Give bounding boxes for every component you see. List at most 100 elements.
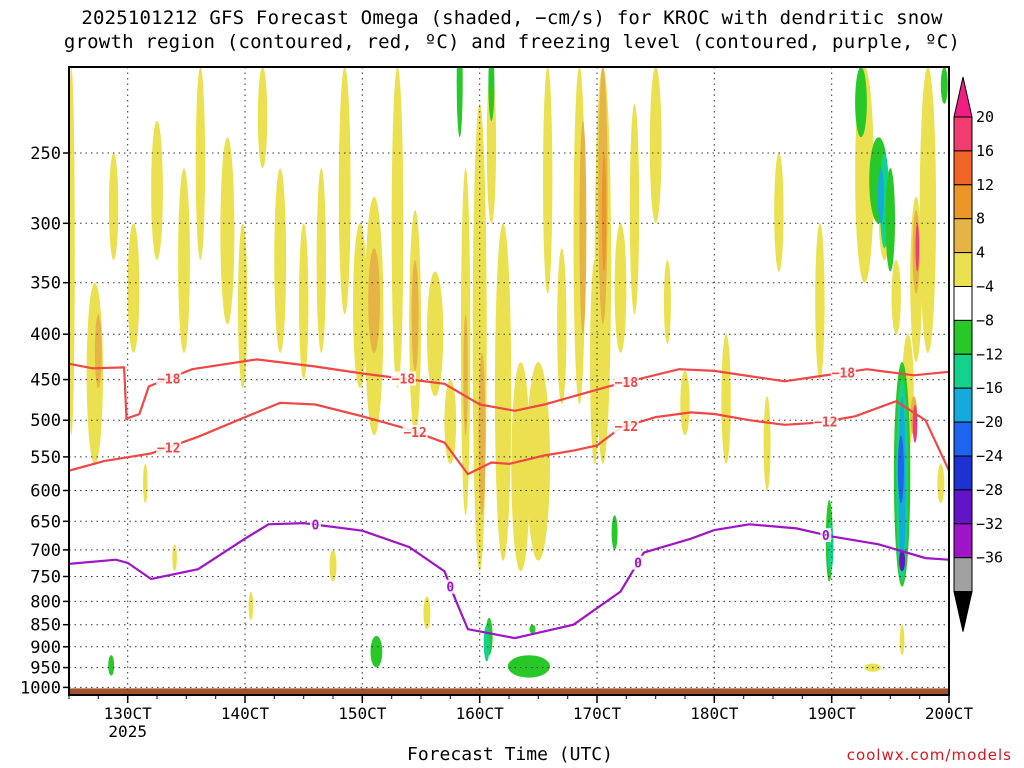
contour-label: −18 [157, 373, 181, 388]
omega-cell [220, 137, 235, 325]
omega-cell [774, 153, 784, 272]
omega-cell-negative [940, 67, 948, 104]
omega-cell-negative [611, 515, 618, 550]
omega-cell [478, 353, 486, 516]
y-tick-label: 700 [30, 541, 61, 561]
omega-cell [649, 67, 662, 224]
omega-cell-negative [897, 435, 904, 504]
x-tick-label: 160CT [456, 704, 505, 723]
omega-cell-negative [483, 624, 490, 662]
omega-cell-negative [456, 67, 463, 138]
colorbar-label: −12 [976, 345, 1003, 363]
contour-label: −12 [157, 441, 180, 456]
y-tick-label: 650 [30, 512, 61, 532]
omega-cell [763, 396, 771, 491]
omega-cell [721, 334, 731, 464]
omega-cell [329, 549, 337, 582]
contour-label: −18 [832, 367, 856, 382]
colorbar-label: −4 [976, 278, 994, 296]
omega-cell [579, 120, 587, 335]
colorbar-label: 20 [976, 108, 994, 126]
y-tick-label: 800 [30, 592, 61, 612]
colorbar-swatch [953, 353, 973, 389]
omega-cell-negative [855, 67, 867, 138]
omega-cell [444, 379, 457, 464]
colorbar-top-arrow [953, 76, 973, 118]
omega-cell [919, 67, 937, 353]
omega-cell [494, 223, 512, 561]
colorbar-label: −20 [976, 413, 1003, 431]
omega-cell [316, 168, 326, 353]
pressure-axis: 2503003504004505005506006507007508008509… [20, 144, 69, 698]
omega-cell [257, 67, 268, 169]
contour-label: −12 [615, 420, 638, 435]
omega-cell [108, 153, 119, 260]
omega-cell [391, 67, 404, 388]
colorbar-swatch [953, 150, 973, 186]
x-tick-label: 140CT [221, 704, 270, 723]
colorbar-label: −36 [976, 549, 1003, 567]
contour-label-bg [390, 371, 416, 386]
y-tick-label: 250 [30, 144, 61, 164]
colorbar-label: −32 [976, 515, 1003, 533]
terrain-fill [69, 688, 949, 695]
y-tick-label: 900 [30, 638, 61, 658]
contour-label-bg [820, 528, 832, 543]
omega-cell [248, 591, 254, 621]
omega-cell [353, 223, 367, 389]
contour-label-bg [156, 440, 182, 455]
y-tick-label: 500 [30, 411, 61, 431]
contour-freezing_0 [69, 521, 949, 640]
omega-cell [912, 404, 918, 443]
omega-shading [69, 67, 948, 678]
omega-cell-negative [529, 624, 536, 634]
omega-cell [195, 67, 206, 260]
y-tick-label: 450 [30, 371, 61, 391]
omega-cell-negative [877, 168, 884, 224]
colorbar: 20 16 12 8 4 −4 −8 −12 −16 −20 −24 −28 −32 −36 [953, 76, 1003, 632]
omega-cell [238, 223, 248, 389]
colorbar-swatch [953, 557, 973, 593]
y-tick-label: 1000 [20, 678, 61, 698]
colorbar-label: −8 [976, 311, 994, 329]
omega-cell [663, 260, 671, 344]
omega-cell [680, 370, 690, 436]
contour-label: 0 [634, 557, 642, 572]
x-axis-label: Forecast Time (UTC) [407, 744, 613, 765]
contour-label: −18 [392, 373, 416, 388]
omega-cell [601, 153, 607, 272]
omega-cell [815, 223, 825, 380]
colorbar-label: 8 [976, 210, 985, 228]
omega-cell [368, 248, 380, 353]
contour-label-bg [830, 365, 856, 380]
omega-cell [629, 103, 640, 315]
y-tick-label: 750 [30, 568, 61, 588]
omega-cell [178, 168, 190, 353]
credit-link[interactable]: coolwx.com/models [846, 746, 1012, 764]
contour-label-bg [156, 371, 182, 386]
colorbar-label: −28 [976, 481, 1003, 499]
chart-title-line2: growth region (contoured, red, ºC) and f… [63, 31, 961, 53]
contour-dgz_minus12 [69, 399, 949, 476]
y-tick-label: 550 [30, 448, 61, 468]
omega-cell [543, 67, 553, 294]
colorbar-swatch [953, 252, 973, 288]
colorbar-label: −24 [976, 447, 1003, 465]
y-tick-label: 600 [30, 482, 61, 502]
colorbar-label: 16 [976, 142, 994, 160]
contour-label: 0 [822, 529, 830, 544]
omega-cell [423, 596, 431, 630]
contour-label: −12 [403, 426, 426, 441]
x-tick-sublabel: 2025 [108, 722, 147, 741]
omega-cell-negative [370, 635, 383, 668]
omega-cell [411, 260, 419, 371]
contour-label-bg [309, 517, 321, 532]
x-tick-label: 200CT [925, 704, 974, 723]
omega-cell [151, 120, 163, 261]
contour-label-bg [613, 419, 639, 434]
omega-cell [274, 168, 287, 353]
contour-label: −18 [615, 376, 639, 391]
colorbar-label: −16 [976, 379, 1003, 397]
contour-label-bg [444, 579, 456, 594]
